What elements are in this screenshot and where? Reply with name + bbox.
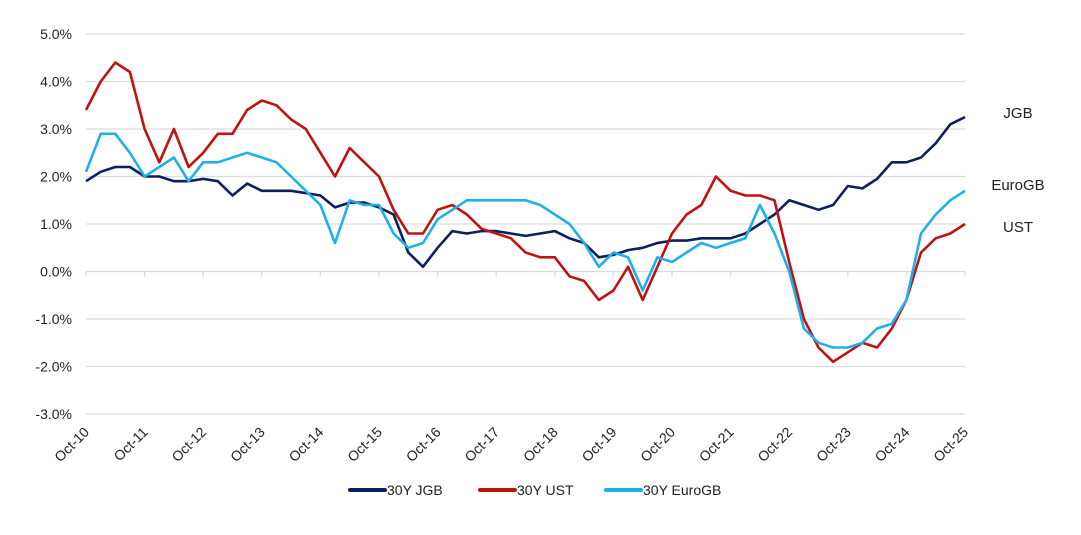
legend-item: 30Y UST bbox=[480, 482, 574, 498]
y-tick-label: -1.0% bbox=[35, 311, 72, 327]
x-tick-label: Oct-13 bbox=[227, 424, 268, 465]
x-tick-label: Oct-14 bbox=[285, 424, 326, 465]
legend-item: 30Y JGB bbox=[350, 482, 443, 498]
x-tick-label: Oct-21 bbox=[696, 424, 737, 465]
y-tick-label: -2.0% bbox=[35, 359, 72, 375]
y-tick-label: -3.0% bbox=[35, 406, 72, 422]
legend-item: 30Y EuroGB bbox=[606, 482, 721, 498]
y-tick-label: 1.0% bbox=[40, 216, 72, 232]
y-tick-label: 2.0% bbox=[40, 169, 72, 185]
gridlines bbox=[86, 34, 965, 414]
x-tick-label: Oct-17 bbox=[461, 424, 502, 465]
series-line-ust bbox=[86, 63, 965, 362]
x-tick-label: Oct-22 bbox=[754, 424, 795, 465]
series-end-labels: JGB UST EuroGB bbox=[991, 105, 1044, 236]
legend-label: 30Y EuroGB bbox=[643, 482, 721, 498]
y-tick-label: 0.0% bbox=[40, 264, 72, 280]
x-tick-label: Oct-18 bbox=[520, 424, 561, 465]
legend-label: 30Y JGB bbox=[387, 482, 443, 498]
x-axis: Oct-10 Oct-11 Oct-12 Oct-13 Oct-14 Oct-15 Oct-… bbox=[51, 272, 971, 465]
x-tick-label: Oct-12 bbox=[168, 424, 209, 465]
x-tick-label: Oct-20 bbox=[637, 424, 678, 465]
x-tick-label: Oct-25 bbox=[930, 424, 971, 465]
end-label-eurogb: EuroGB bbox=[991, 177, 1044, 194]
legend-label: 30Y UST bbox=[517, 482, 574, 498]
series-line-jgb bbox=[86, 117, 965, 267]
x-tick-label: Oct-23 bbox=[813, 424, 854, 465]
x-tick-label: Oct-11 bbox=[110, 424, 150, 464]
legend: 30Y JGB 30Y UST 30Y EuroGB bbox=[350, 482, 721, 498]
end-label-jgb: JGB bbox=[1003, 105, 1032, 122]
x-tick-label: Oct-24 bbox=[871, 424, 912, 465]
series-line-eurogb bbox=[86, 134, 965, 348]
x-tick-label: Oct-10 bbox=[51, 424, 92, 465]
x-tick-label: Oct-15 bbox=[344, 424, 385, 465]
x-tick-label: Oct-19 bbox=[578, 424, 619, 465]
series-lines bbox=[86, 62, 965, 361]
x-tick-label: Oct-16 bbox=[403, 424, 444, 465]
y-tick-label: 5.0% bbox=[40, 26, 72, 42]
y-axis: -3.0% -2.0% -1.0% 0.0% 1.0% 2.0% 3.0% 4.0% 5.0% bbox=[35, 26, 72, 422]
y-tick-label: 3.0% bbox=[40, 121, 72, 137]
y-tick-label: 4.0% bbox=[40, 74, 72, 90]
end-label-ust: UST bbox=[1003, 219, 1033, 236]
